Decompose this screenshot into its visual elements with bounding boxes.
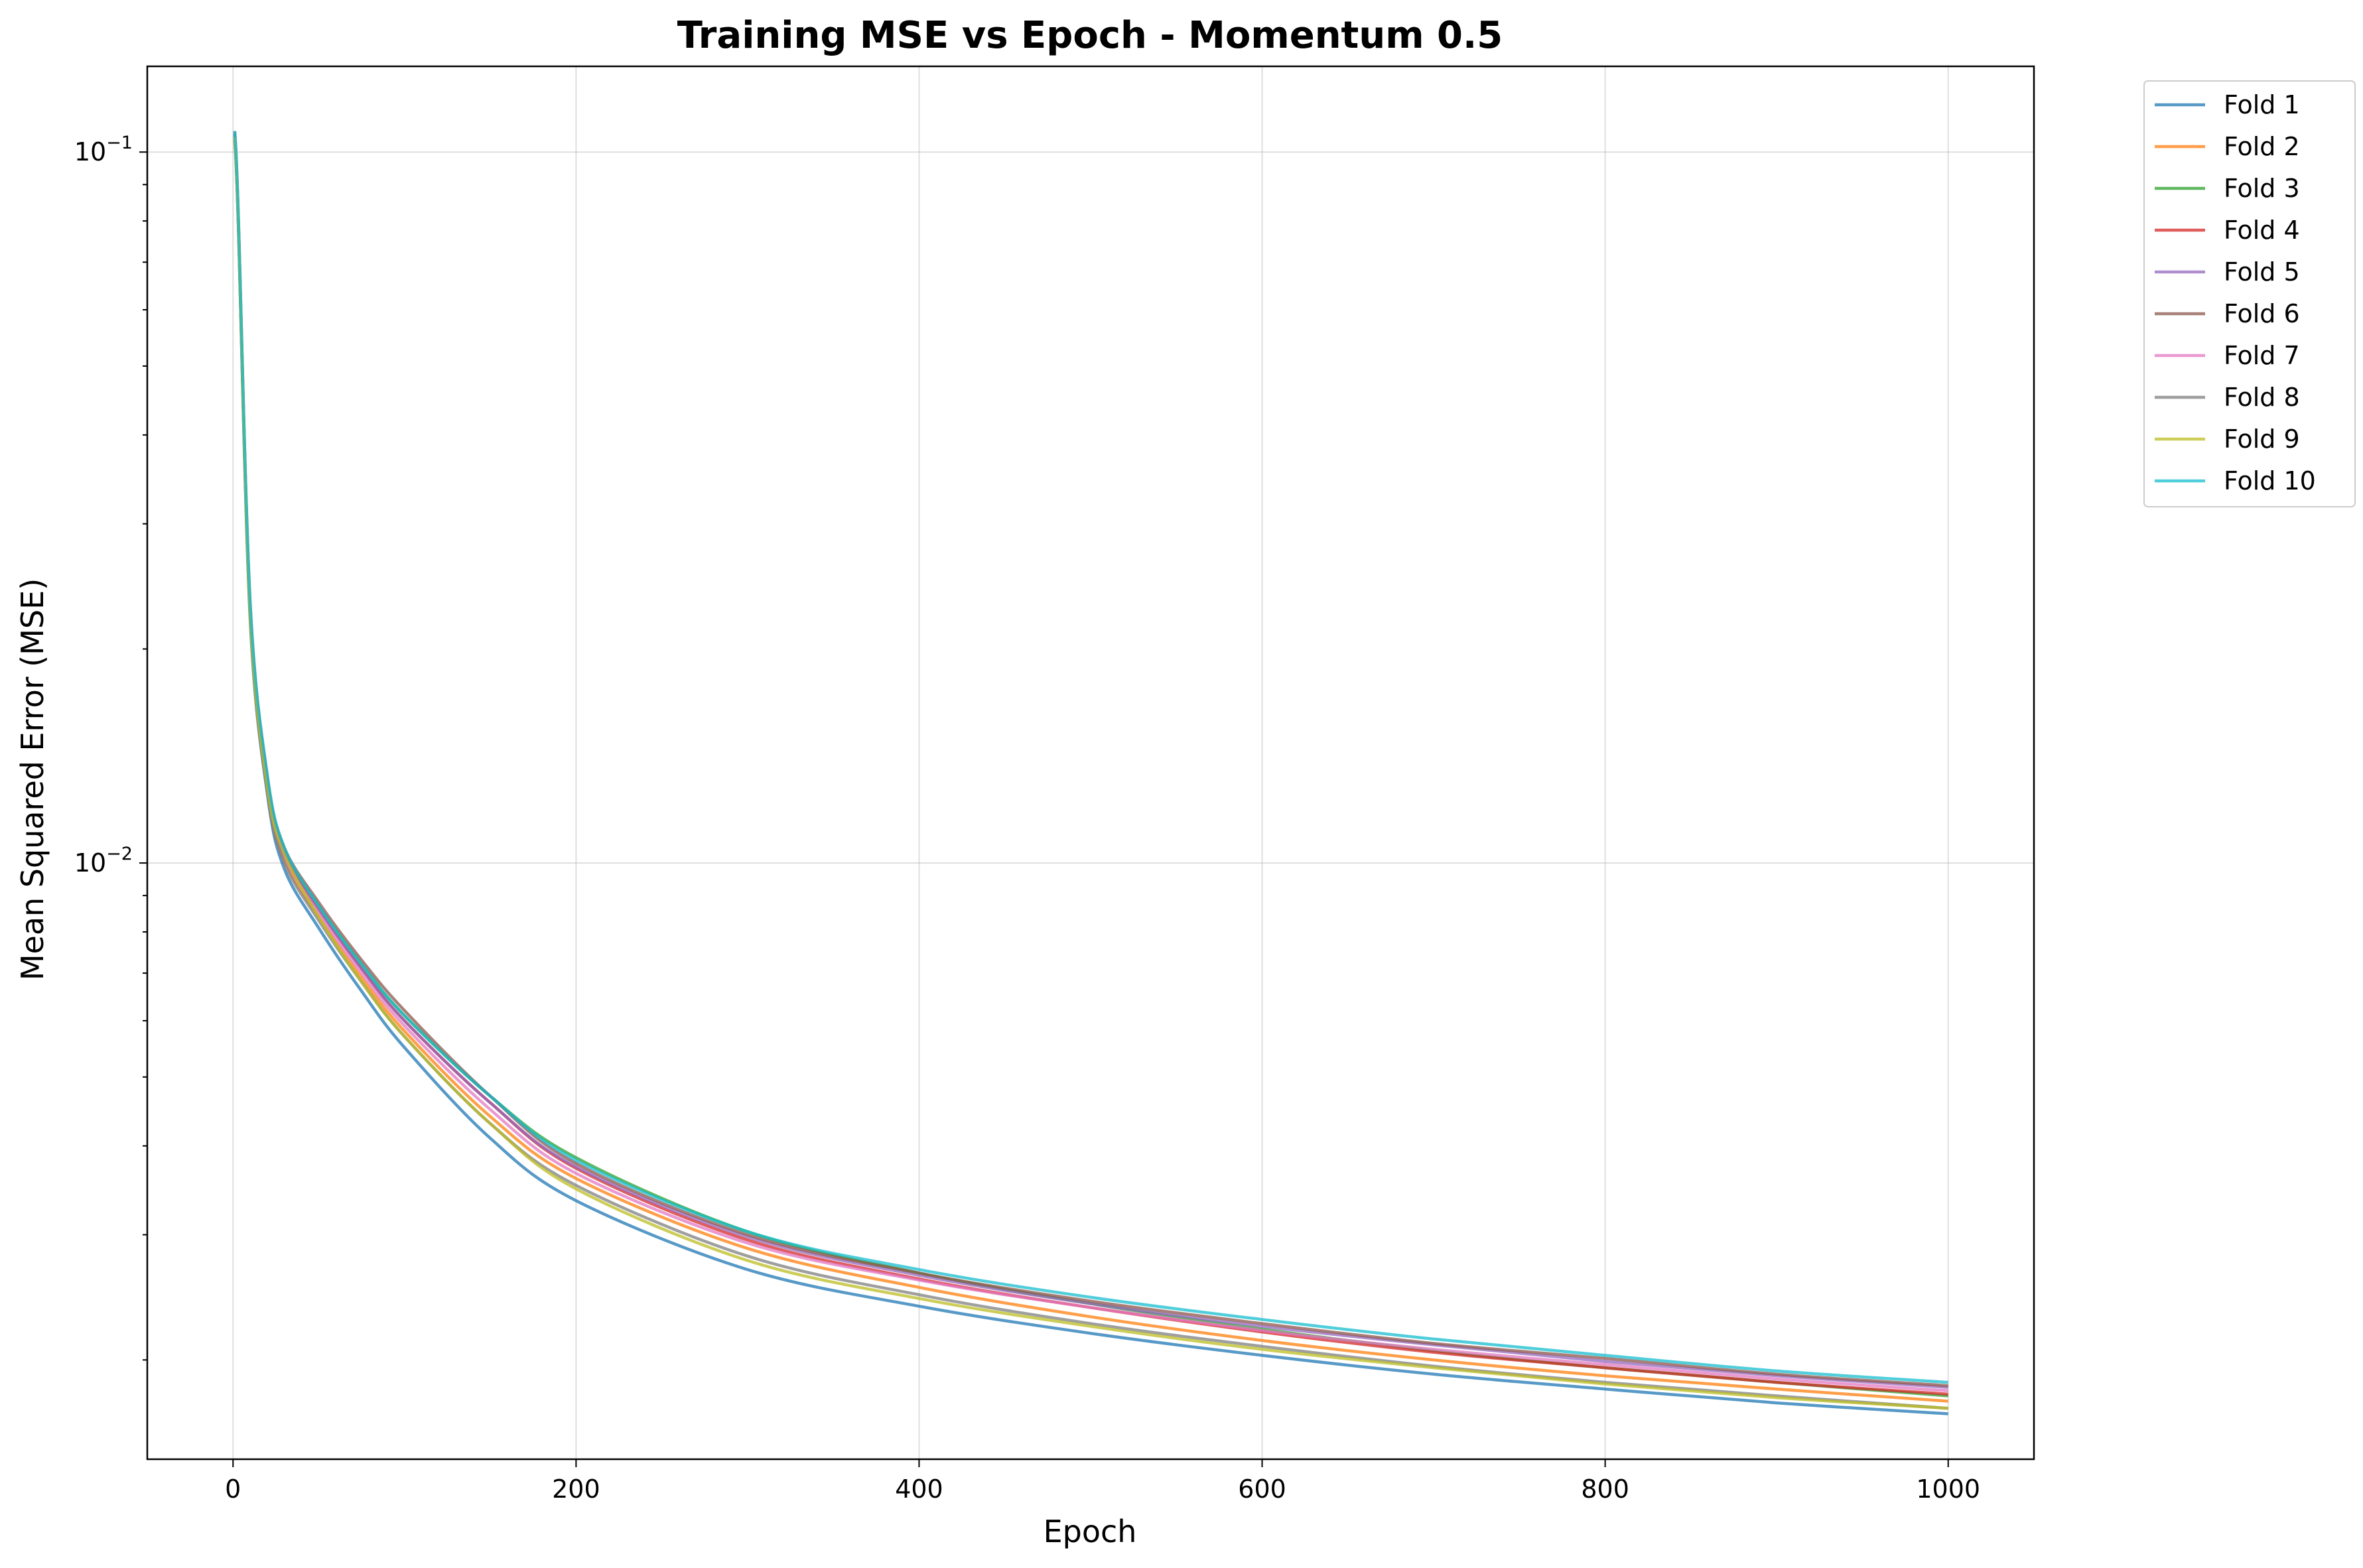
legend-label: Fold 5 (2224, 257, 2300, 287)
legend-label: Fold 4 (2224, 216, 2300, 245)
legend-item-fold-1: Fold 1 (2155, 90, 2300, 119)
legend-label: Fold 7 (2224, 341, 2300, 370)
x-axis-ticks: 0 200 400 600 800 1000 (225, 1459, 1980, 1504)
y-tick-label: 10−1 (74, 133, 133, 166)
legend-label: Fold 6 (2224, 299, 2300, 328)
y-axis-ticks: 10−1 10−2 (74, 133, 147, 1361)
legend: Fold 1 Fold 2 Fold 3 Fold 4 Fold 5 Fold 6 Fold… (2143, 80, 2356, 507)
legend-item-fold-4: Fold 4 (2155, 216, 2300, 245)
series-line-fold-10 (233, 131, 1948, 1384)
x-tick-label: 1000 (1916, 1474, 1980, 1504)
legend-item-fold-6: Fold 6 (2155, 299, 2300, 328)
legend-item-fold-10: Fold 10 (2155, 466, 2316, 495)
legend-items: Fold 1 Fold 2 Fold 3 Fold 4 Fold 5 Fold 6 Fold… (2155, 90, 2316, 495)
legend-label: Fold 3 (2224, 174, 2300, 203)
chart-title: Training MSE vs Epoch - Momentum 0.5 (677, 14, 1503, 57)
legend-item-fold-7: Fold 7 (2155, 341, 2300, 370)
y-axis-label: Mean Squared Error (MSE) (15, 578, 50, 980)
plot-area (233, 131, 1948, 1415)
legend-item-fold-8: Fold 8 (2155, 383, 2300, 412)
series-group (233, 131, 1948, 1415)
x-tick-label: 600 (1238, 1474, 1286, 1504)
legend-label: Fold 10 (2224, 466, 2316, 495)
legend-label: Fold 9 (2224, 425, 2300, 454)
legend-label: Fold 8 (2224, 383, 2300, 412)
legend-label: Fold 2 (2224, 132, 2300, 161)
legend-item-fold-5: Fold 5 (2155, 257, 2300, 287)
legend-item-fold-2: Fold 2 (2155, 132, 2300, 161)
x-axis-label: Epoch (1044, 1514, 1137, 1549)
x-tick-label: 800 (1581, 1474, 1629, 1504)
y-tick-label: 10−2 (74, 844, 133, 878)
legend-label: Fold 1 (2224, 90, 2300, 119)
x-tick-label: 200 (552, 1474, 600, 1504)
plot-frame (146, 65, 2035, 1461)
legend-item-fold-3: Fold 3 (2155, 174, 2300, 203)
grid (147, 66, 2034, 1459)
x-tick-label: 0 (225, 1474, 241, 1504)
legend-item-fold-9: Fold 9 (2155, 425, 2300, 454)
x-tick-label: 400 (895, 1474, 943, 1504)
